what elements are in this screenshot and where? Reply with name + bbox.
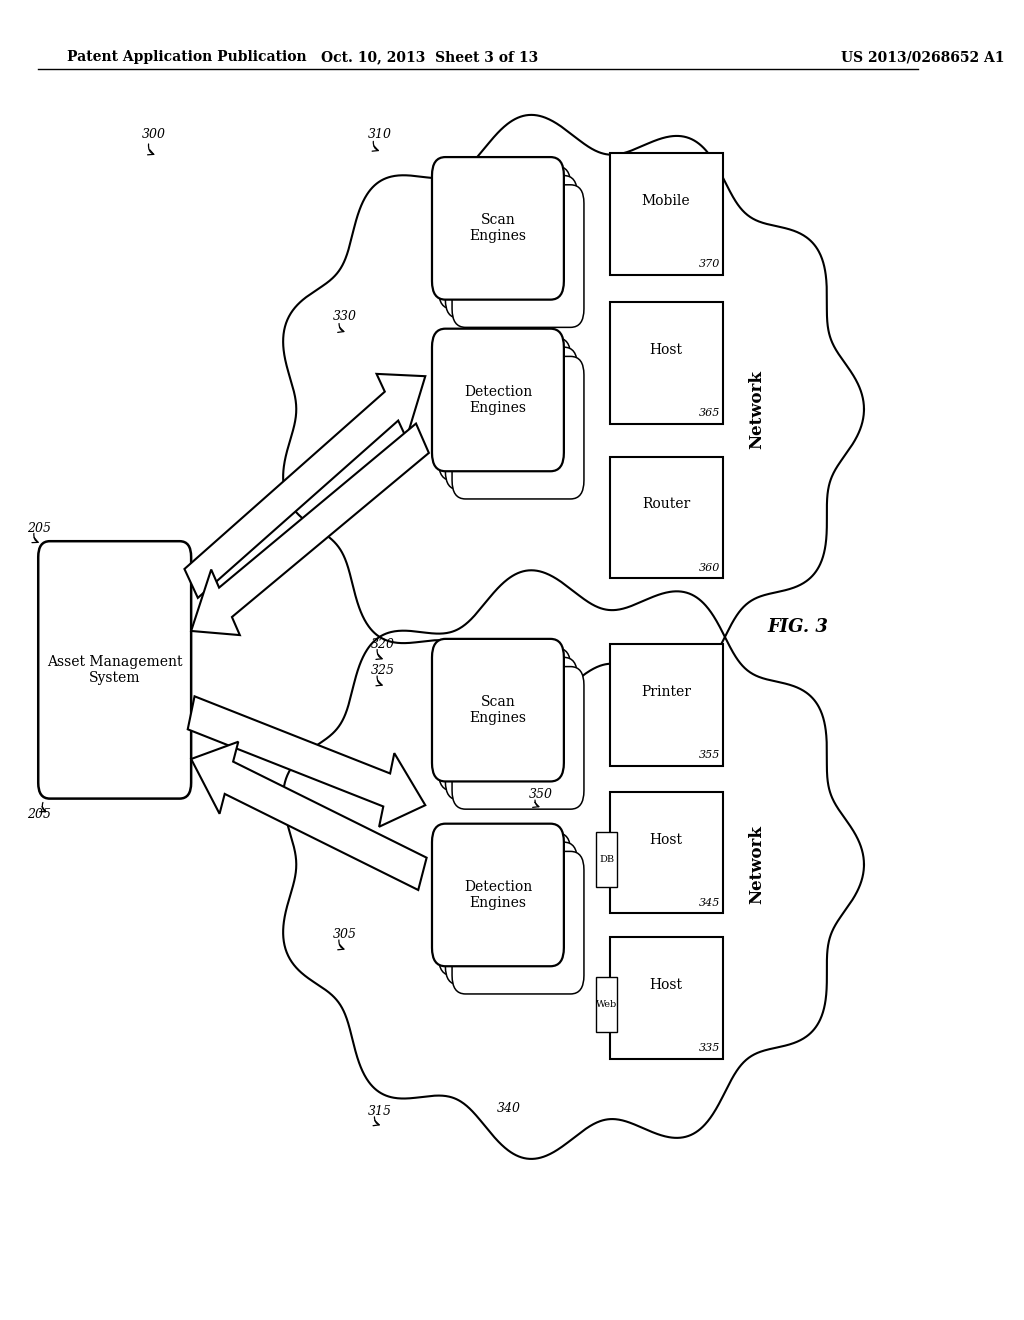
Text: Mobile: Mobile bbox=[642, 194, 690, 207]
Text: Web: Web bbox=[596, 1001, 617, 1008]
Text: Scan
Engines: Scan Engines bbox=[469, 696, 526, 725]
FancyBboxPatch shape bbox=[438, 648, 570, 791]
Text: Network: Network bbox=[749, 825, 765, 904]
Text: 365: 365 bbox=[699, 408, 721, 418]
Polygon shape bbox=[284, 115, 864, 704]
FancyBboxPatch shape bbox=[432, 639, 564, 781]
FancyBboxPatch shape bbox=[452, 356, 584, 499]
Bar bbox=[609, 302, 723, 424]
FancyBboxPatch shape bbox=[432, 824, 564, 966]
Text: Host: Host bbox=[649, 343, 683, 356]
Text: 355: 355 bbox=[699, 750, 721, 760]
Text: 205: 205 bbox=[27, 808, 51, 821]
Text: 335: 335 bbox=[699, 1043, 721, 1053]
Text: DB: DB bbox=[599, 855, 614, 863]
Text: 350: 350 bbox=[528, 788, 553, 801]
Text: 330: 330 bbox=[333, 310, 356, 323]
Text: 360: 360 bbox=[699, 562, 721, 573]
Text: Detection
Engines: Detection Engines bbox=[464, 385, 532, 414]
Bar bbox=[609, 792, 723, 913]
Text: Network: Network bbox=[749, 370, 765, 449]
Text: 340: 340 bbox=[497, 1102, 521, 1115]
FancyBboxPatch shape bbox=[445, 842, 578, 985]
FancyBboxPatch shape bbox=[452, 851, 584, 994]
Bar bbox=[609, 457, 723, 578]
Polygon shape bbox=[187, 697, 425, 826]
Bar bbox=[596, 832, 617, 887]
Text: Router: Router bbox=[642, 498, 690, 511]
Text: 370: 370 bbox=[699, 259, 721, 269]
FancyBboxPatch shape bbox=[438, 166, 570, 309]
FancyBboxPatch shape bbox=[452, 185, 584, 327]
Text: Printer: Printer bbox=[641, 685, 691, 698]
FancyBboxPatch shape bbox=[438, 833, 570, 975]
Text: 315: 315 bbox=[368, 1105, 392, 1118]
Bar bbox=[609, 937, 723, 1059]
Polygon shape bbox=[191, 424, 429, 635]
Bar bbox=[609, 644, 723, 766]
Polygon shape bbox=[284, 570, 864, 1159]
Bar bbox=[609, 153, 723, 275]
Text: 300: 300 bbox=[141, 128, 166, 141]
Text: Oct. 10, 2013  Sheet 3 of 13: Oct. 10, 2013 Sheet 3 of 13 bbox=[322, 50, 539, 65]
Text: 320: 320 bbox=[371, 638, 395, 651]
FancyBboxPatch shape bbox=[432, 329, 564, 471]
FancyBboxPatch shape bbox=[438, 338, 570, 480]
FancyBboxPatch shape bbox=[432, 157, 564, 300]
Polygon shape bbox=[184, 374, 425, 598]
Text: Asset Management
System: Asset Management System bbox=[47, 655, 182, 685]
Text: Host: Host bbox=[649, 833, 683, 846]
Text: Host: Host bbox=[649, 978, 683, 991]
Text: US 2013/0268652 A1: US 2013/0268652 A1 bbox=[841, 50, 1005, 65]
FancyBboxPatch shape bbox=[38, 541, 191, 799]
Text: 325: 325 bbox=[371, 664, 395, 677]
FancyBboxPatch shape bbox=[445, 347, 578, 490]
Text: FIG. 3: FIG. 3 bbox=[768, 618, 828, 636]
Text: Patent Application Publication: Patent Application Publication bbox=[67, 50, 306, 65]
Text: 345: 345 bbox=[699, 898, 721, 908]
Text: 205: 205 bbox=[27, 521, 51, 535]
Text: Detection
Engines: Detection Engines bbox=[464, 880, 532, 909]
Text: 305: 305 bbox=[333, 928, 356, 941]
FancyBboxPatch shape bbox=[445, 657, 578, 800]
FancyBboxPatch shape bbox=[452, 667, 584, 809]
Text: 310: 310 bbox=[368, 128, 392, 141]
Polygon shape bbox=[191, 742, 427, 890]
Bar bbox=[596, 977, 617, 1032]
Text: Scan
Engines: Scan Engines bbox=[469, 214, 526, 243]
FancyBboxPatch shape bbox=[445, 176, 578, 318]
